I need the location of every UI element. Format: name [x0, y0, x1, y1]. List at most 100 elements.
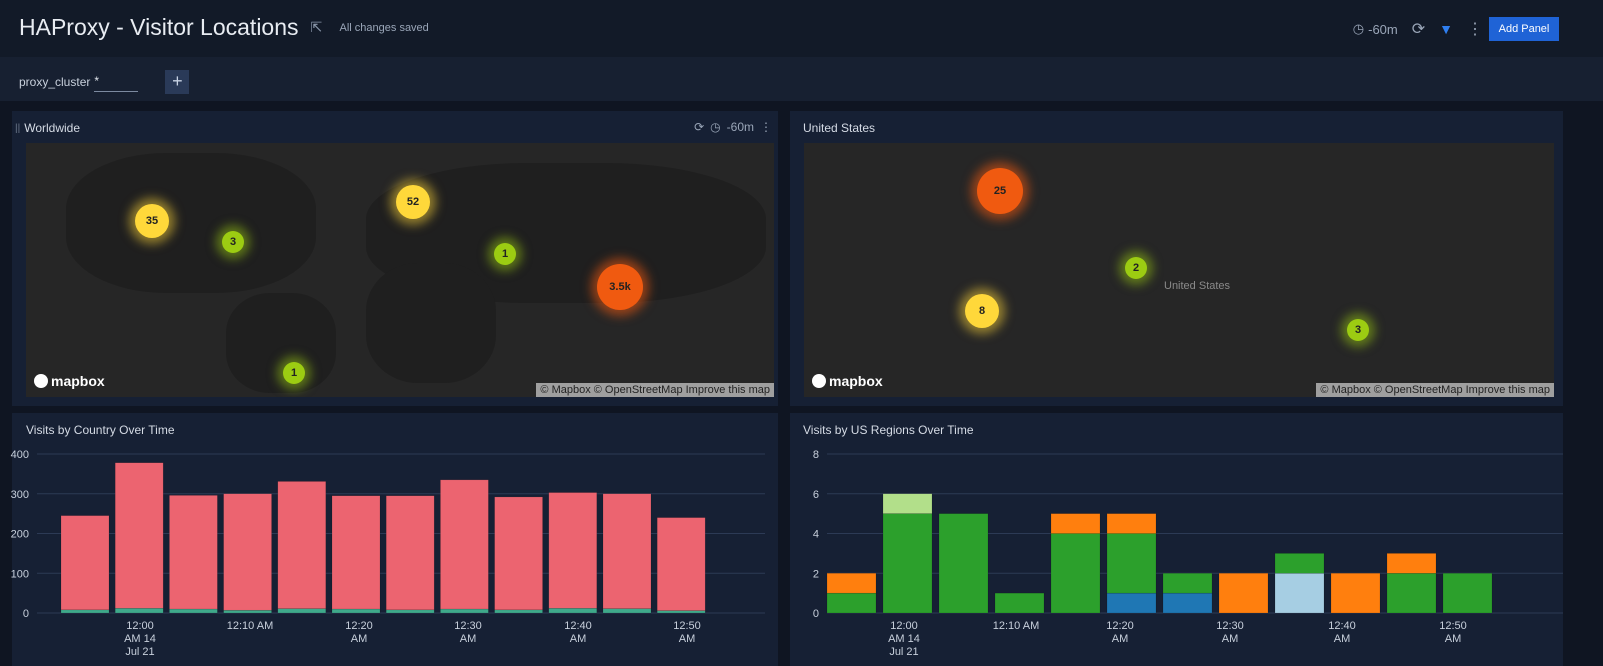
bar-segment — [1442, 573, 1493, 614]
x-tick-label: AM — [1334, 633, 1351, 645]
bar-segment — [1218, 573, 1269, 614]
x-tick-label: 12:20 — [345, 620, 373, 632]
refresh-icon[interactable]: ⟳ — [694, 120, 705, 134]
more-vert-icon[interactable]: ⋮ — [760, 120, 772, 134]
x-tick-label: 12:00 — [126, 620, 154, 632]
bar-segment — [1162, 573, 1213, 594]
x-tick-label: AM — [351, 633, 368, 645]
bar-segment — [1106, 592, 1157, 614]
bar-segment — [882, 513, 933, 614]
bar-segment — [385, 609, 435, 614]
map-cluster-marker[interactable]: 3.5k — [597, 264, 643, 310]
y-tick-label: 0 — [23, 608, 29, 620]
filter-icon[interactable]: ▼ — [1439, 21, 1453, 37]
us-map[interactable]: United States mapbox © Mapbox © OpenStre… — [804, 143, 1554, 397]
panel-title-row: || Worldwide — [15, 121, 80, 135]
bar-segment — [114, 607, 164, 614]
x-tick-label: AM — [1222, 633, 1239, 645]
bar-segment — [385, 495, 435, 611]
bar-segment — [1330, 573, 1381, 614]
x-tick-label: 12:10 AM — [227, 620, 273, 632]
x-tick-label: 12:40 — [564, 620, 592, 632]
panel-time-range[interactable]: -60m — [726, 120, 754, 134]
x-tick-label: Jul 21 — [125, 646, 154, 658]
map-cluster-marker[interactable]: 35 — [135, 204, 169, 238]
country-label: United States — [1164, 280, 1231, 292]
add-filter-button[interactable]: + — [165, 70, 190, 94]
y-tick-label: 300 — [11, 489, 29, 501]
x-tick-label: 12:30 — [1216, 620, 1244, 632]
map-cluster-marker[interactable]: 2 — [1125, 257, 1147, 279]
land-north-america — [66, 153, 316, 293]
map-cluster-marker[interactable]: 3 — [1347, 319, 1369, 341]
save-status: All changes saved — [339, 21, 429, 34]
bar-segment — [494, 496, 543, 611]
y-tick-label: 200 — [11, 529, 29, 541]
bar-segment — [1274, 553, 1325, 574]
clock-icon: ◷ — [1352, 21, 1365, 36]
y-tick-label: 4 — [813, 529, 819, 541]
bar-segment — [1050, 533, 1101, 614]
bar-segment — [656, 517, 706, 611]
map-cluster-marker[interactable]: 1 — [494, 243, 516, 265]
map-attribution[interactable]: © Mapbox © OpenStreetMap Improve this ma… — [1316, 383, 1554, 397]
chart-title: Visits by US Regions Over Time — [803, 423, 974, 437]
mapbox-logo: mapbox — [812, 373, 883, 389]
bar-segment — [331, 608, 381, 614]
bar-segment — [114, 462, 164, 609]
bar-segment — [548, 492, 598, 609]
x-tick-label: 12:00 — [890, 620, 918, 632]
filter-input[interactable]: * — [94, 73, 139, 92]
refresh-icon[interactable]: ⟳ — [1411, 21, 1426, 38]
time-range-button[interactable]: ◷ -60m — [1352, 21, 1398, 37]
map-cluster-marker[interactable]: 3 — [222, 231, 244, 253]
bar-segment — [1386, 553, 1437, 574]
world-map[interactable]: mapbox © Mapbox © OpenStreetMap Improve … — [26, 143, 774, 397]
map-cluster-marker[interactable]: 8 — [965, 294, 999, 328]
more-vert-icon[interactable]: ⋮ — [1467, 21, 1483, 38]
bar-segment — [494, 609, 543, 614]
bar-segment — [277, 481, 327, 609]
y-tick-label: 2 — [813, 568, 819, 580]
panel-title: Worldwide — [24, 121, 81, 135]
bar-segment — [602, 608, 652, 614]
y-tick-label: 0 — [813, 608, 819, 620]
map-cluster-marker[interactable]: 52 — [396, 185, 430, 219]
share-icon[interactable]: ⇱ — [310, 19, 323, 35]
clock-icon[interactable]: ◷ — [710, 120, 721, 134]
drag-handle-icon[interactable]: || — [15, 122, 21, 134]
x-tick-label: 12:50 — [673, 620, 701, 632]
x-tick-label: AM — [1445, 633, 1462, 645]
bar-segment — [440, 608, 489, 614]
bar-segment — [548, 607, 598, 614]
x-tick-label: AM — [570, 633, 587, 645]
bar-segment — [938, 513, 989, 614]
x-tick-label: AM — [1112, 633, 1129, 645]
map-cluster-marker[interactable]: 1 — [283, 362, 305, 384]
header — [0, 0, 1603, 57]
bar-segment — [60, 609, 110, 614]
filter-bar — [0, 57, 1603, 101]
bar-segment — [223, 609, 272, 614]
x-tick-label: 12:20 — [1106, 620, 1134, 632]
bar-segment — [994, 592, 1045, 614]
y-tick-label: 6 — [813, 489, 819, 501]
map-cluster-marker[interactable]: 25 — [977, 168, 1023, 214]
bar-segment — [1386, 573, 1437, 614]
x-tick-label: 12:50 — [1439, 620, 1467, 632]
bar-segment — [656, 610, 706, 614]
bar-segment — [169, 608, 218, 614]
x-tick-label: AM — [460, 633, 477, 645]
bar-segment — [1106, 533, 1157, 594]
x-tick-label: 12:10 AM — [993, 620, 1039, 632]
map-attribution[interactable]: © Mapbox © OpenStreetMap Improve this ma… — [536, 383, 774, 397]
y-tick-label: 400 — [11, 449, 29, 461]
bar-segment — [826, 592, 877, 614]
mapbox-logo: mapbox — [34, 373, 105, 389]
add-panel-button[interactable]: Add Panel — [1489, 17, 1559, 41]
x-tick-label: 12:40 — [1328, 620, 1356, 632]
bar-segment — [440, 479, 489, 610]
title-row: HAProxy - Visitor Locations ⇱ All change… — [19, 14, 429, 41]
